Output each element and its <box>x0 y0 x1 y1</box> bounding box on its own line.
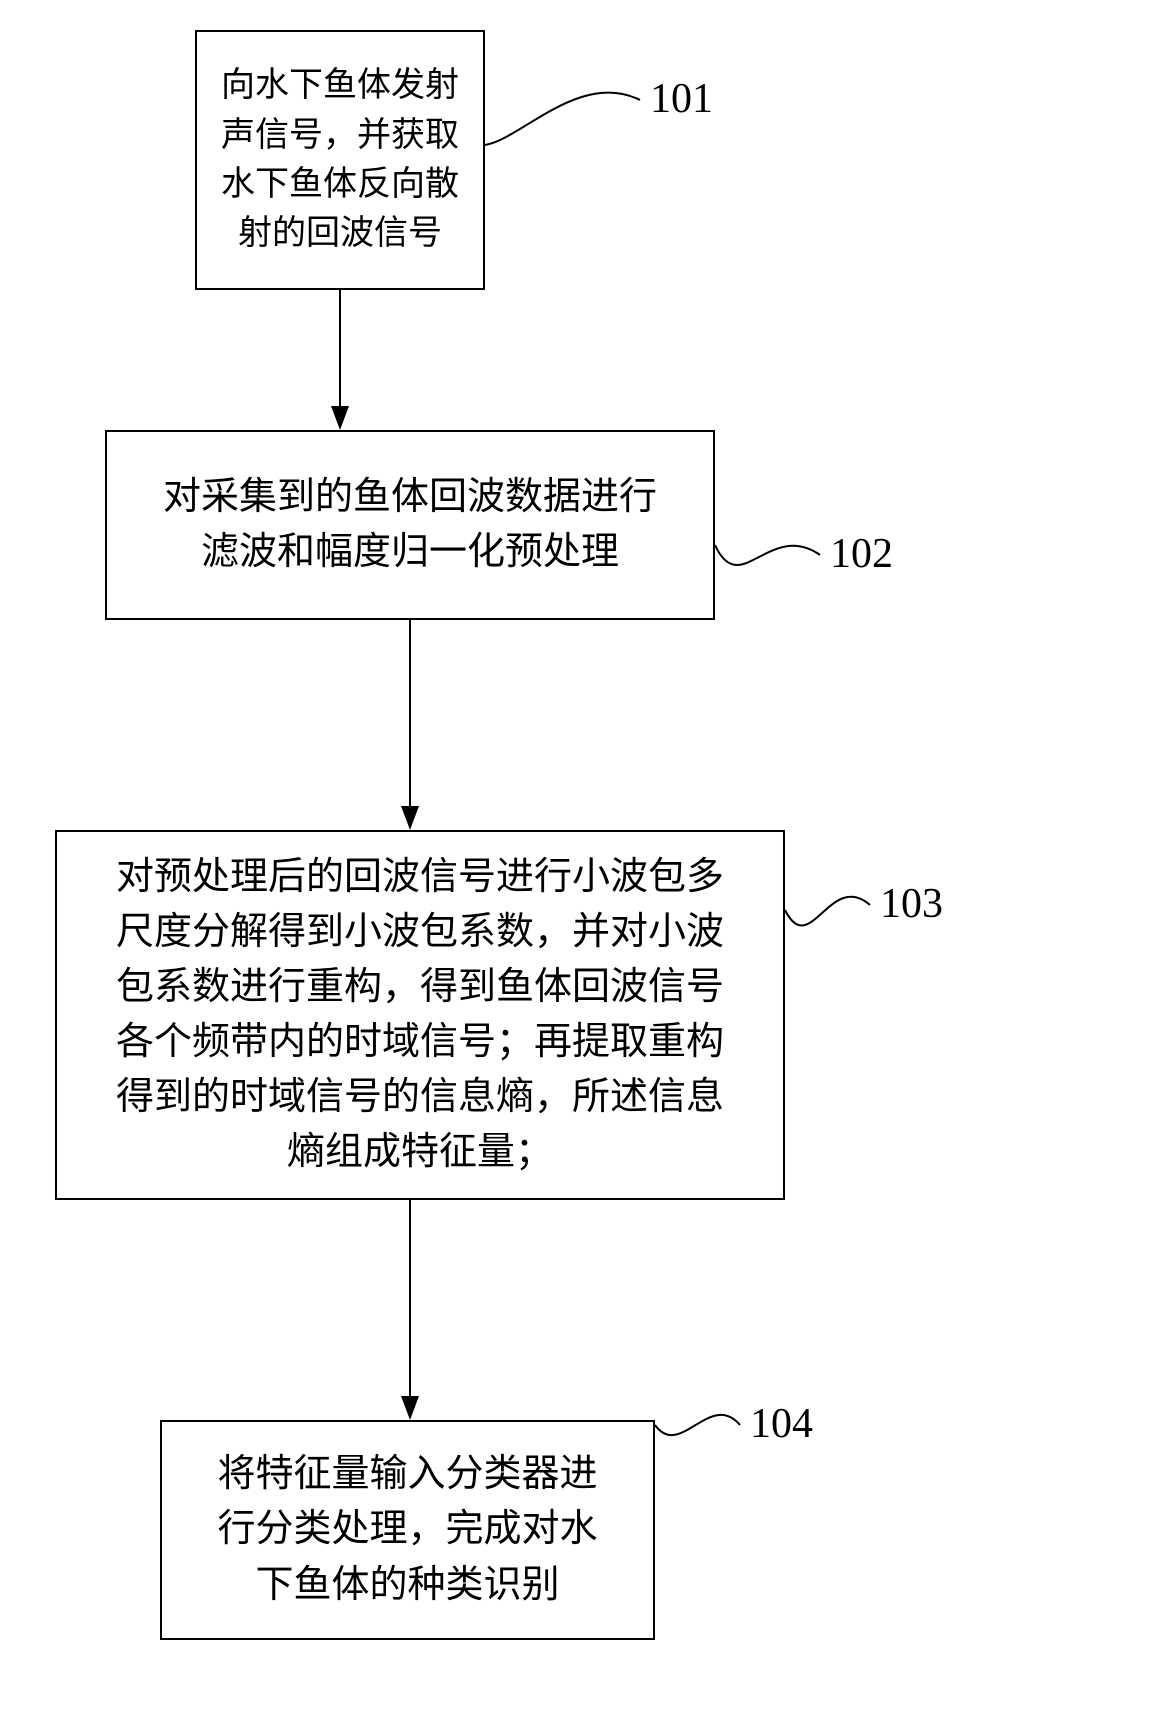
step-label-l101: 101 <box>650 75 713 123</box>
flowchart-canvas: 向水下鱼体发射 声信号，并获取 水下鱼体反向散 射的回波信号对采集到的鱼体回波数… <box>0 0 1157 1733</box>
step-label-l102: 102 <box>830 530 893 578</box>
flow-step-text: 向水下鱼体发射 声信号，并获取 水下鱼体反向散 射的回波信号 <box>221 61 459 258</box>
step-label-l103: 103 <box>880 880 943 928</box>
flow-step-b103: 对预处理后的回波信号进行小波包多 尺度分解得到小波包系数，并对小波 包系数进行重… <box>55 830 785 1200</box>
step-label-l104: 104 <box>750 1400 813 1448</box>
flow-step-text: 对采集到的鱼体回波数据进行 滤波和幅度归一化预处理 <box>163 470 657 580</box>
flow-step-text: 将特征量输入分类器进 行分类处理，完成对水 下鱼体的种类识别 <box>217 1447 597 1612</box>
flow-step-b104: 将特征量输入分类器进 行分类处理，完成对水 下鱼体的种类识别 <box>160 1420 655 1640</box>
flow-step-b102: 对采集到的鱼体回波数据进行 滤波和幅度归一化预处理 <box>105 430 715 620</box>
flow-step-b101: 向水下鱼体发射 声信号，并获取 水下鱼体反向散 射的回波信号 <box>195 30 485 290</box>
flow-step-text: 对预处理后的回波信号进行小波包多 尺度分解得到小波包系数，并对小波 包系数进行重… <box>116 850 724 1181</box>
